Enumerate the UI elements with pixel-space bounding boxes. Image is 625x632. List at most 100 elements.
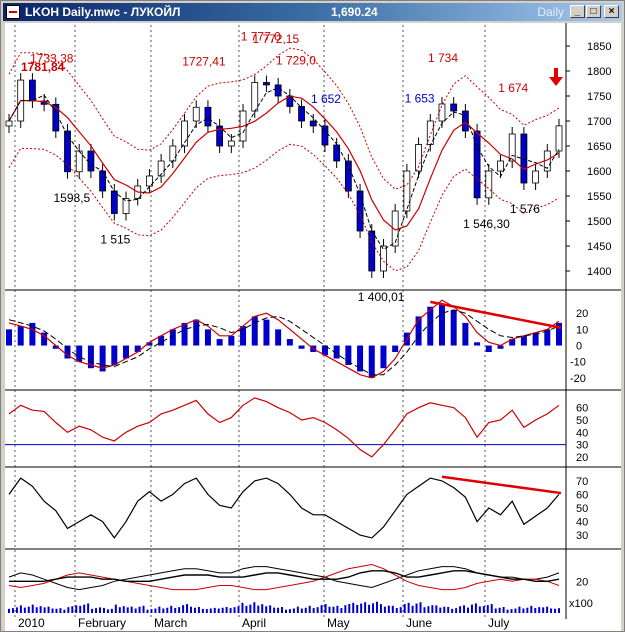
volume-bar bbox=[490, 604, 493, 613]
candle-body bbox=[122, 198, 130, 214]
volume-bar bbox=[542, 607, 545, 613]
volume-bar bbox=[221, 607, 224, 613]
volume-bar bbox=[11, 608, 14, 613]
close-icon[interactable]: × bbox=[604, 5, 619, 18]
x-tick-label: 2010 bbox=[18, 616, 45, 630]
price-y-tick-label: 1850 bbox=[587, 41, 611, 53]
volume-bar bbox=[435, 605, 438, 613]
volume-bar bbox=[320, 605, 323, 613]
volume-bar bbox=[193, 607, 196, 613]
volume-bar bbox=[304, 607, 307, 613]
macd-histogram-bar bbox=[345, 345, 352, 365]
volume-bar bbox=[241, 602, 244, 613]
candle-body bbox=[87, 150, 95, 172]
price-y-tick-label: 1750 bbox=[587, 91, 611, 103]
rsi-line bbox=[8, 397, 560, 458]
volume-bar bbox=[498, 607, 501, 613]
macd-histogram-bar bbox=[240, 326, 247, 346]
candle-body bbox=[298, 106, 305, 122]
price-y-tick-label: 1450 bbox=[587, 241, 611, 253]
macd-y-tick-label: 0 bbox=[576, 341, 582, 353]
candle-body bbox=[227, 140, 235, 147]
stochastic-divergence-trendline bbox=[441, 475, 562, 495]
volume-bar bbox=[514, 608, 517, 613]
volume-bar bbox=[95, 608, 98, 613]
volume-bar bbox=[431, 605, 434, 613]
macd-histogram-bar bbox=[450, 309, 457, 346]
price-annotation-label: 1 777,0 bbox=[241, 30, 281, 44]
candle-body bbox=[251, 82, 259, 112]
volume-bar bbox=[23, 607, 26, 613]
volume-bar bbox=[360, 603, 363, 613]
volume-bar bbox=[35, 607, 38, 613]
macd-histogram-bar bbox=[134, 345, 141, 353]
volume-bar bbox=[281, 607, 284, 613]
volume-bar bbox=[379, 604, 382, 613]
macd-histogram-bar bbox=[438, 303, 445, 346]
candle-body bbox=[555, 125, 563, 152]
volume-bar bbox=[383, 606, 386, 613]
macd-y-tick-label: 10 bbox=[576, 324, 588, 336]
volume-bar bbox=[43, 607, 46, 613]
price-annotation-label: 1 576 bbox=[510, 202, 540, 216]
volume-bar bbox=[312, 608, 315, 613]
volume-bar bbox=[558, 608, 560, 613]
macd-histogram-bar bbox=[286, 339, 293, 346]
volume-bar bbox=[372, 603, 375, 613]
price-annotation-label: 1733,38 bbox=[30, 51, 74, 65]
volume-bar bbox=[237, 606, 240, 613]
chart-app-icon[interactable] bbox=[6, 5, 20, 19]
plot-area[interactable] bbox=[5, 23, 566, 619]
down-arrow-icon bbox=[549, 68, 563, 86]
volume-bar bbox=[59, 608, 62, 613]
volume-bar bbox=[368, 604, 371, 613]
macd-histogram-bar bbox=[111, 345, 118, 365]
volume-bar bbox=[391, 605, 394, 613]
macd-histogram-bar bbox=[99, 345, 106, 372]
volume-bar bbox=[15, 607, 18, 613]
candle-body bbox=[263, 82, 270, 86]
grid bbox=[14, 25, 486, 617]
volume-bar bbox=[538, 607, 541, 613]
macd-histogram-bar bbox=[87, 345, 94, 369]
adx-y-tick-label: 20 bbox=[576, 576, 588, 588]
period-mode: Daily bbox=[537, 5, 564, 19]
price-annotation-label: 1 653 bbox=[405, 92, 435, 106]
candle-body bbox=[403, 170, 411, 212]
fast-average-line bbox=[8, 87, 560, 250]
candle-body bbox=[5, 120, 13, 127]
volume-bar bbox=[296, 606, 299, 613]
volume-bar bbox=[51, 608, 54, 613]
macd-histogram-bar bbox=[462, 322, 469, 346]
upper-envelope-line bbox=[8, 47, 560, 190]
volume-bar bbox=[106, 609, 109, 613]
volume-bar bbox=[308, 605, 311, 613]
macd-histogram-bar bbox=[333, 345, 340, 359]
volume-bar bbox=[138, 606, 141, 613]
minimize-icon[interactable]: _ bbox=[570, 5, 585, 18]
macd-histogram-bar bbox=[181, 322, 188, 346]
maximize-icon[interactable]: □ bbox=[586, 5, 601, 18]
volume-bar bbox=[340, 608, 343, 613]
volume-bar bbox=[83, 604, 86, 613]
price-y-tick-label: 1500 bbox=[587, 216, 611, 228]
volume-bar bbox=[19, 605, 22, 613]
volume-bar bbox=[526, 607, 529, 613]
volume-bar bbox=[142, 605, 145, 613]
candle-body bbox=[415, 144, 422, 172]
candle-body bbox=[485, 170, 493, 199]
volume-bar bbox=[67, 607, 70, 613]
rsi-y-tick-label: 20 bbox=[576, 452, 588, 464]
macd-histogram-bar bbox=[64, 345, 71, 359]
candle-body bbox=[146, 175, 153, 187]
candle-body bbox=[497, 160, 504, 172]
macd-y-tick-label: 20 bbox=[576, 308, 588, 320]
adx-panel bbox=[8, 563, 560, 591]
volume-bar bbox=[277, 607, 280, 613]
price-y-tick-label: 1700 bbox=[587, 116, 611, 128]
volume-bar bbox=[344, 605, 347, 613]
price-y-tick-label: 1800 bbox=[587, 66, 611, 78]
volume-bar bbox=[415, 603, 418, 613]
title-bar[interactable]: LKOH Daily.mwc - ЛУКОЙЛ 1,690.24 Daily _… bbox=[3, 3, 622, 21]
